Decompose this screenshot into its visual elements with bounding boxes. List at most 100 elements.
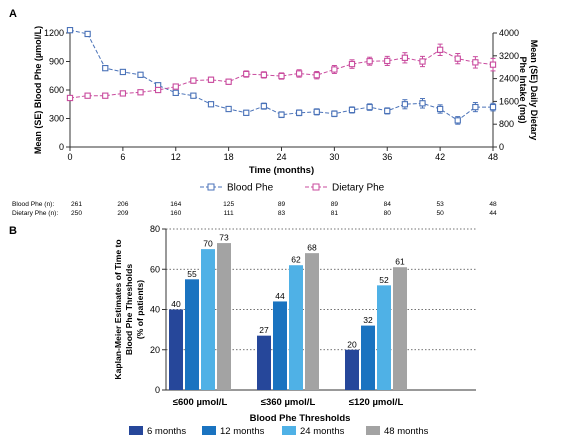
data-point-dietary-phe	[102, 92, 109, 99]
data-point-blood-phe	[137, 71, 144, 78]
bar-group-600-mol-l: 40 55 70 73	[169, 233, 231, 390]
legend-label: Blood Phe	[227, 183, 274, 194]
data-point-blood-phe	[207, 101, 215, 108]
bar-value-label: 73	[219, 233, 229, 243]
n-table-cell: 125	[223, 201, 234, 208]
x-tick-label: 36	[382, 152, 392, 162]
n-table-cell: 53	[436, 201, 444, 208]
bar-value-label: 20	[347, 339, 357, 349]
bar-12-months	[361, 325, 375, 390]
data-point-dietary-phe	[225, 78, 232, 85]
bar-value-label: 27	[259, 325, 269, 335]
data-point-dietary-phe	[172, 83, 179, 90]
n-table-cell: 160	[170, 210, 181, 217]
bar-value-label: 62	[291, 255, 301, 265]
data-point-dietary-phe	[66, 94, 74, 102]
data-point-dietary-phe	[436, 46, 444, 53]
x-tick-label: 48	[488, 152, 498, 162]
right-y-tick-label: 0	[499, 142, 504, 152]
data-point-dietary-phe	[154, 86, 162, 94]
y-tick-label: 40	[150, 305, 160, 315]
y-tick-label: 60	[150, 264, 160, 274]
data-point-blood-phe	[313, 108, 320, 115]
data-point-blood-phe	[225, 105, 232, 113]
data-point-blood-phe	[331, 110, 338, 117]
right-y-axis-title: Mean (SE) Daily DietaryPhe Intake (mg)	[518, 40, 539, 141]
n-table-row-label: Blood Phe (n):	[12, 201, 54, 208]
bar-12-months	[185, 279, 199, 390]
series-dietary-phe	[66, 43, 497, 102]
data-point-blood-phe	[419, 100, 426, 107]
x-tick-label: 30	[329, 152, 339, 162]
right-y-tick-label: 3200	[499, 51, 519, 61]
data-point-dietary-phe	[207, 76, 215, 83]
bar-value-label: 61	[395, 257, 405, 267]
bar-48-months	[217, 243, 231, 390]
bar-24-months	[377, 285, 391, 390]
legend-label: 48 months	[384, 426, 429, 437]
bar-12-months	[273, 301, 287, 390]
bar-24-months	[201, 249, 215, 390]
bar-value-label: 68	[307, 243, 317, 253]
data-point-blood-phe	[119, 68, 127, 76]
series-blood-phe	[66, 26, 497, 125]
data-point-blood-phe	[454, 117, 461, 124]
n-table-cell: 206	[117, 201, 128, 208]
data-point-dietary-phe	[119, 90, 127, 97]
data-point-blood-phe	[102, 65, 109, 72]
n-table-cell: 111	[224, 210, 234, 217]
left-y-tick-label: 1200	[44, 28, 64, 38]
data-point-blood-phe	[366, 103, 373, 111]
bar-24-months	[289, 265, 303, 390]
left-y-tick-label: 900	[49, 57, 64, 67]
n-table-row-label: Dietary Phe (n):	[12, 210, 58, 217]
data-point-blood-phe	[243, 109, 250, 116]
n-table-cell: 44	[489, 210, 497, 217]
bar-group-360-mol-l: 27 44 62 68	[257, 243, 319, 390]
data-point-dietary-phe	[384, 57, 391, 65]
n-table-cell: 250	[71, 210, 82, 217]
data-point-blood-phe	[472, 103, 479, 111]
category-label: ≤360 µmol/L	[261, 397, 316, 408]
data-point-dietary-phe	[313, 72, 320, 79]
data-point-dietary-phe	[278, 72, 285, 80]
legend-label: 12 months	[220, 426, 265, 437]
n-table-cell: 164	[170, 201, 181, 208]
legend-swatch	[282, 426, 296, 435]
n-table-cell: 89	[331, 201, 339, 208]
data-point-dietary-phe	[454, 55, 461, 62]
x-tick-label: 24	[276, 152, 286, 162]
x-tick-label: 6	[120, 152, 125, 162]
data-point-dietary-phe	[348, 60, 356, 68]
data-point-dietary-phe	[137, 89, 144, 96]
x-tick-label: 0	[67, 152, 72, 162]
data-point-blood-phe	[489, 103, 497, 111]
data-point-dietary-phe	[260, 71, 268, 79]
data-point-blood-phe	[436, 105, 444, 113]
n-table-cell: 81	[331, 210, 339, 217]
category-label: ≤120 µmol/L	[349, 397, 404, 408]
data-point-dietary-phe	[243, 70, 250, 78]
data-point-dietary-phe	[331, 66, 338, 73]
category-label: ≤600 µmol/L	[173, 397, 228, 408]
bar-value-label: 70	[203, 239, 213, 249]
data-point-dietary-phe	[489, 61, 497, 68]
x-tick-label: 12	[171, 152, 181, 162]
n-table-cell: 209	[117, 210, 128, 217]
legend-swatch	[202, 426, 216, 435]
left-y-tick-label: 0	[59, 142, 64, 152]
left-y-tick-label: 600	[49, 85, 64, 95]
n-table-cell: 261	[71, 201, 82, 208]
bar-6-months	[257, 335, 271, 390]
data-point-blood-phe	[295, 109, 303, 116]
bar-group-120-mol-l: 20 32 52 61	[345, 257, 407, 390]
data-point-dietary-phe	[84, 92, 91, 99]
data-point-blood-phe	[348, 106, 356, 114]
legend-label: Dietary Phe	[332, 183, 385, 194]
n-table-cell: 83	[278, 210, 286, 217]
data-point-dietary-phe	[295, 70, 303, 77]
panel-b-bar-chart: 0 20 40 60 80 Kaplan-Meier Estimates of Time …	[113, 224, 476, 437]
n-table-cell: 50	[436, 210, 444, 217]
data-point-blood-phe	[66, 26, 74, 34]
n-table-cell: 84	[384, 201, 392, 208]
